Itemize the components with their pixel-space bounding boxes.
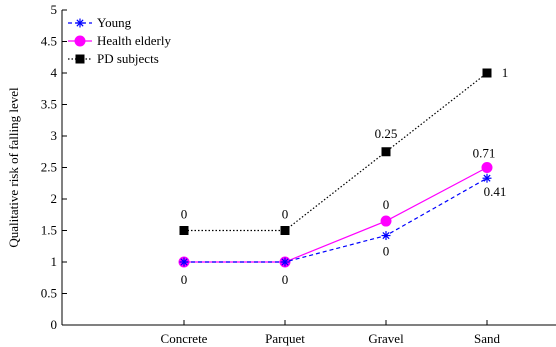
x-tick-label: Sand xyxy=(474,331,501,346)
y-axis-label: Qualitative risk of falling level xyxy=(6,87,21,248)
data-label: 0 xyxy=(383,197,390,212)
legend-marker xyxy=(74,35,86,47)
data-labels: 0 0.41 0 0 0 0.71 0 0 0.25 1 xyxy=(181,65,509,287)
legend-label: Young xyxy=(97,15,132,30)
data-label: 0.25 xyxy=(375,126,398,141)
legend-label: PD subjects xyxy=(97,51,159,66)
data-point xyxy=(280,257,290,267)
data-point xyxy=(280,226,290,235)
y-tick-label: 5 xyxy=(51,2,58,17)
series-line xyxy=(184,166,488,263)
x-tick-label: Parquet xyxy=(265,331,305,346)
data-label: 0 xyxy=(181,207,188,222)
data-label: 1 xyxy=(502,65,509,80)
y-tick-label: 0.5 xyxy=(41,286,57,301)
series-young xyxy=(179,173,492,267)
y-tick-label: 4 xyxy=(51,65,58,80)
data-point xyxy=(481,162,493,173)
series-layer xyxy=(178,68,493,268)
y-tick-label: 4.5 xyxy=(41,34,57,49)
data-label: 0 xyxy=(181,272,188,287)
data-point xyxy=(381,231,391,241)
series-line xyxy=(184,72,488,232)
legend-item: Young xyxy=(68,15,132,30)
legend-item: PD subjects xyxy=(68,51,159,66)
series-line xyxy=(184,177,488,263)
x-tick-label: Concrete xyxy=(161,331,208,346)
y-tick-label: 1.5 xyxy=(41,223,57,238)
data-point xyxy=(482,173,492,183)
legend-item: Health elderly xyxy=(68,33,171,48)
legend: Young Health elderly PD subjects xyxy=(68,15,171,66)
data-point xyxy=(380,215,392,227)
data-point xyxy=(179,257,189,267)
y-tick-label: 3 xyxy=(51,128,58,143)
series-health-elderly xyxy=(178,162,493,268)
data-label: 0 xyxy=(383,244,390,259)
y-tick-label: 2 xyxy=(51,191,58,206)
legend-marker xyxy=(75,54,85,64)
data-label: 0 xyxy=(282,207,289,222)
legend-label: Health elderly xyxy=(97,33,171,48)
data-point xyxy=(482,68,492,78)
data-point xyxy=(179,226,189,235)
data-label: 0.41 xyxy=(484,184,507,199)
y-tick-label: 3.5 xyxy=(41,97,57,112)
x-tick-label: Gravel xyxy=(368,331,404,346)
data-point xyxy=(381,147,391,157)
data-label: 0.71 xyxy=(473,146,496,161)
y-tick-label: 2.5 xyxy=(41,160,57,175)
data-label: 0 xyxy=(282,272,289,287)
legend-marker xyxy=(75,18,85,28)
y-tick-label: 0 xyxy=(51,317,58,332)
series-pd-subjects xyxy=(179,68,492,235)
axes: 0 0.5 1 1.5 2 2.5 3 3.5 4 4.5 5 Concrete Parquet Grav… xyxy=(6,2,556,346)
y-tick-label: 1 xyxy=(51,254,58,269)
